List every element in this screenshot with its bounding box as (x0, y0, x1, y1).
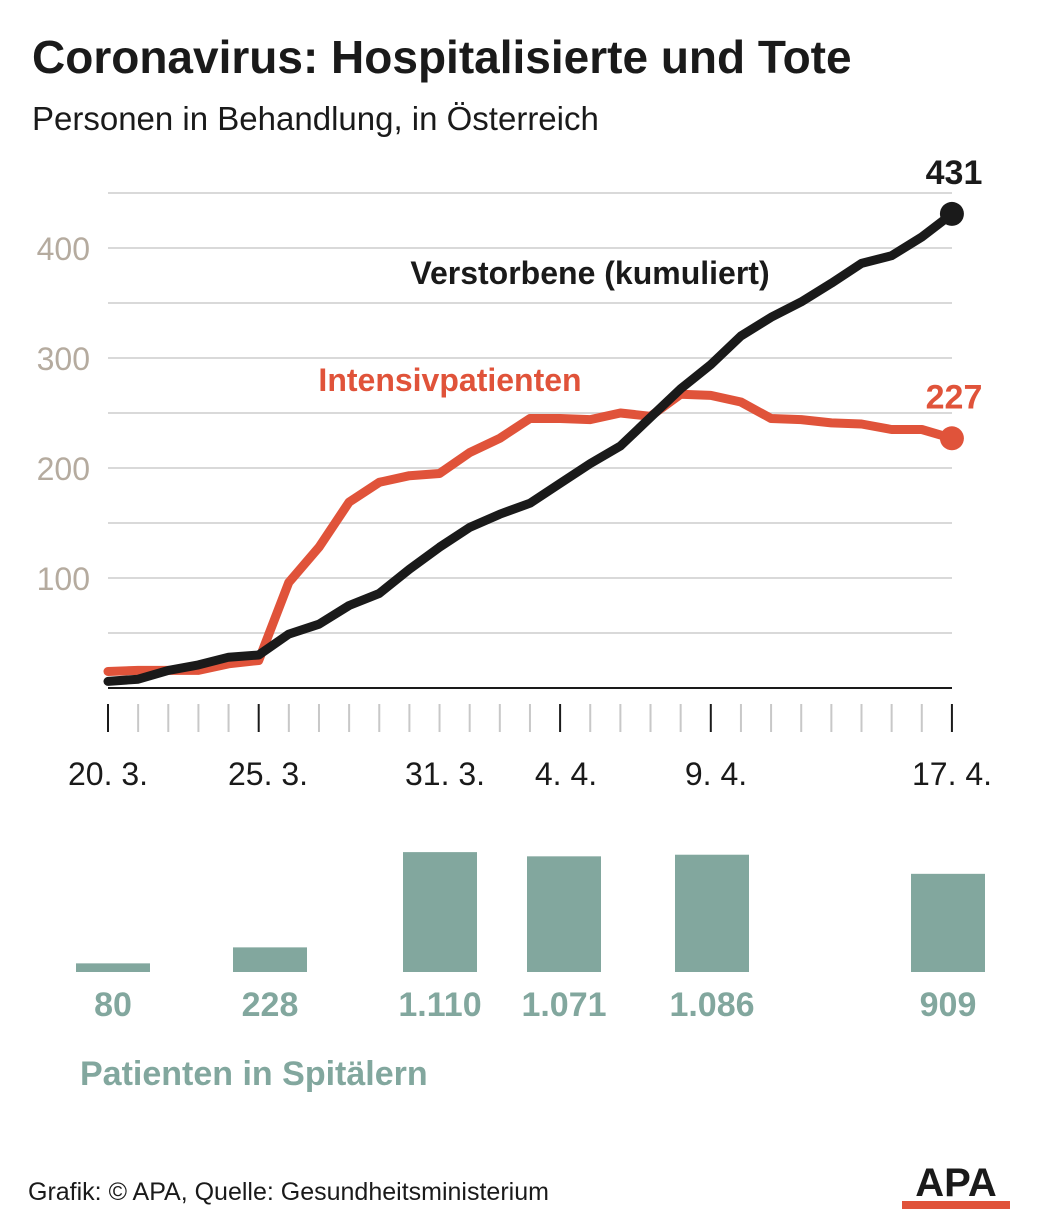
x-tick-label: 31. 3. (405, 756, 485, 792)
hospital-bar (675, 854, 749, 972)
x-tick-label: 17. 4. (912, 756, 992, 792)
hospital-bar-value: 80 (94, 986, 132, 1024)
apa-logo: APA (902, 1161, 1010, 1209)
hospital-bar (403, 852, 477, 972)
hospital-bars-title: Patienten in Spitälern (80, 1055, 428, 1093)
x-tick-label: 25. 3. (228, 756, 308, 792)
icu-line (103, 389, 957, 676)
deaths-end-point (939, 201, 964, 226)
deaths-series-label: Verstorbene (kumuliert) (410, 255, 769, 291)
hospital-bar-value: 1.110 (398, 986, 481, 1024)
deaths-line (103, 209, 957, 686)
hospital-bar (233, 947, 307, 972)
icu-end-label: 227 (926, 378, 983, 416)
y-tick-label: 300 (37, 341, 90, 377)
chart-title: Coronavirus: Hospitalisierte und Tote (32, 31, 852, 83)
icu-end-point (939, 426, 964, 451)
hospital-bar (911, 873, 985, 972)
icu-series-label: Intensivpatienten (318, 362, 581, 398)
x-tick-label: 9. 4. (685, 756, 747, 792)
hospital-bar-value: 1.086 (669, 986, 754, 1024)
hospital-bar-value: 228 (242, 986, 299, 1024)
y-tick-label: 200 (37, 451, 90, 487)
deaths-end-label: 431 (926, 154, 983, 192)
hospital-bar (527, 856, 601, 972)
x-tick-label: 4. 4. (535, 756, 597, 792)
source-credit: Grafik: © APA, Quelle: Gesundheitsminist… (28, 1178, 549, 1206)
hospital-bar (76, 963, 150, 972)
hospital-bar-value: 1.071 (521, 986, 606, 1024)
apa-logo-text: APA (915, 1161, 996, 1205)
chart-subtitle: Personen in Behandlung, in Österreich (32, 100, 599, 137)
apa-logo-bar (902, 1201, 1010, 1209)
chart-area: 100 200 300 400 20. 3. 25. 3. 31. 3. 4. 4. 9. 4.… (37, 154, 992, 1093)
y-tick-label: 400 (37, 231, 90, 267)
hospital-bar-value: 909 (920, 986, 977, 1024)
y-tick-label: 100 (37, 561, 90, 597)
x-tick-label: 20. 3. (68, 756, 148, 792)
